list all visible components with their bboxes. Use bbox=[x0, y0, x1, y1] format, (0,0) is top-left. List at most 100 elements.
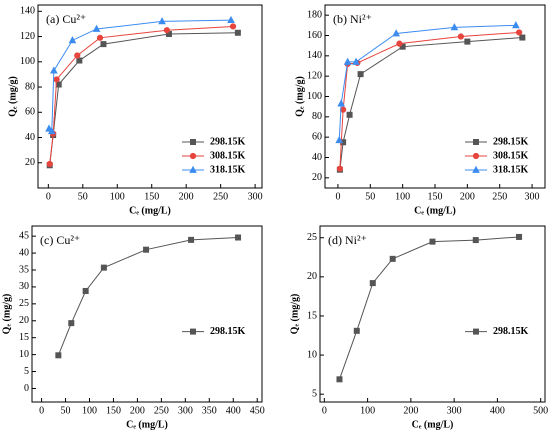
y-axis-label: Qₑ (mg/g) bbox=[289, 294, 300, 335]
marker bbox=[96, 34, 104, 41]
legend-marker bbox=[189, 165, 197, 173]
marker bbox=[399, 43, 406, 50]
y-tick-label: 40 bbox=[19, 247, 29, 258]
x-tick-label: 0 bbox=[322, 405, 327, 416]
y-axis-label: Qₑ (mg/g) bbox=[7, 76, 18, 117]
y-tick-label: 100 bbox=[307, 91, 322, 102]
marker bbox=[336, 376, 343, 383]
x-tick-label: 0 bbox=[335, 191, 340, 202]
chart-title: (c) Cu²⁺ bbox=[40, 233, 80, 247]
x-tick-label: 450 bbox=[250, 405, 265, 416]
x-tick-label: 500 bbox=[533, 405, 548, 416]
legend-label: 308.15K bbox=[493, 150, 529, 161]
y-tick-label: 40 bbox=[312, 152, 322, 163]
y-tick-label: 25 bbox=[307, 232, 317, 243]
marker bbox=[100, 264, 107, 271]
marker bbox=[158, 17, 166, 25]
x-tick-label: 0 bbox=[39, 405, 44, 416]
x-tick-label: 350 bbox=[202, 405, 217, 416]
y-axis-label: Qₑ (mg/g) bbox=[294, 76, 305, 117]
x-axis-label: Cₑ (mg/L) bbox=[126, 419, 168, 430]
y-tick-label: 80 bbox=[312, 111, 322, 122]
x-tick-label: 300 bbox=[447, 405, 462, 416]
marker bbox=[55, 352, 62, 359]
y-tick-label: 20 bbox=[25, 157, 35, 168]
y-tick-label: 5 bbox=[312, 388, 317, 399]
y-tick-label: 0 bbox=[24, 383, 29, 394]
legend-marker bbox=[189, 152, 197, 160]
chart-title: (d) Ni²⁺ bbox=[328, 233, 367, 247]
legend-marker bbox=[190, 139, 196, 145]
x-tick-label: 200 bbox=[403, 405, 418, 416]
y-tick-label: 10 bbox=[307, 349, 317, 360]
y-tick-label: 160 bbox=[307, 30, 322, 41]
marker bbox=[457, 33, 464, 40]
x-tick-label: 50 bbox=[365, 191, 375, 202]
marker bbox=[369, 280, 376, 287]
marker bbox=[53, 76, 60, 83]
x-tick-label: 250 bbox=[213, 191, 228, 202]
marker bbox=[188, 236, 195, 243]
marker bbox=[516, 233, 523, 240]
marker bbox=[92, 24, 101, 32]
x-axis-label: Cₑ (mg/L) bbox=[412, 419, 454, 430]
y-tick-label: 15 bbox=[307, 310, 317, 321]
y-tick-label: 20 bbox=[19, 315, 29, 326]
plot-frame bbox=[319, 225, 546, 403]
legend-marker bbox=[473, 328, 479, 335]
marker bbox=[472, 237, 479, 244]
marker bbox=[46, 160, 53, 168]
marker bbox=[392, 29, 401, 37]
marker bbox=[519, 34, 526, 41]
y-tick-label: 20 bbox=[307, 271, 317, 282]
x-tick-label: 50 bbox=[61, 405, 71, 416]
y-tick-label: 15 bbox=[19, 332, 29, 343]
series-line bbox=[49, 25, 234, 165]
y-tick-label: 40 bbox=[25, 132, 35, 143]
x-axis-label: Cₑ (mg/L) bbox=[129, 205, 171, 216]
x-tick-label: 250 bbox=[492, 191, 507, 202]
x-tick-label: 150 bbox=[144, 191, 159, 202]
marker bbox=[229, 23, 237, 30]
marker bbox=[74, 52, 81, 59]
marker bbox=[50, 66, 58, 74]
marker bbox=[68, 320, 75, 327]
plot-frame bbox=[37, 4, 263, 189]
marker bbox=[100, 41, 107, 48]
marker bbox=[516, 29, 523, 36]
legend-label: 298.15K bbox=[210, 136, 246, 147]
marker bbox=[429, 238, 436, 245]
x-tick-label: 50 bbox=[78, 191, 88, 202]
marker bbox=[464, 38, 471, 45]
chart-title: (b) Ni²⁺ bbox=[333, 12, 372, 26]
chart-title: (a) Cu²⁺ bbox=[46, 12, 86, 26]
marker bbox=[352, 57, 360, 65]
y-tick-label: 60 bbox=[25, 107, 35, 118]
marker bbox=[346, 111, 353, 118]
y-tick-label: 10 bbox=[19, 349, 29, 360]
x-tick-label: 400 bbox=[226, 405, 241, 416]
x-tick-label: 100 bbox=[360, 405, 375, 416]
x-tick-label: 300 bbox=[178, 405, 193, 416]
y-tick-label: 25 bbox=[19, 298, 29, 309]
x-tick-label: 250 bbox=[154, 405, 169, 416]
marker bbox=[143, 246, 150, 253]
x-tick-label: 150 bbox=[428, 191, 443, 202]
marker bbox=[163, 27, 170, 34]
legend-label: 298.15K bbox=[210, 326, 246, 337]
y-tick-label: 30 bbox=[19, 281, 29, 292]
y-tick-label: 5 bbox=[24, 366, 29, 377]
x-tick-label: 100 bbox=[82, 405, 97, 416]
y-tick-label: 180 bbox=[307, 9, 322, 20]
x-tick-label: 100 bbox=[395, 191, 410, 202]
marker bbox=[335, 135, 344, 144]
marker bbox=[336, 165, 343, 172]
legend-label: 308.15K bbox=[210, 150, 246, 161]
marker bbox=[227, 15, 235, 24]
legend-marker bbox=[472, 152, 480, 160]
marker bbox=[450, 23, 459, 31]
legend-label: 298.15K bbox=[493, 326, 529, 337]
y-tick-label: 120 bbox=[20, 31, 35, 42]
x-tick-label: 0 bbox=[46, 191, 51, 202]
x-tick-label: 300 bbox=[525, 191, 540, 202]
